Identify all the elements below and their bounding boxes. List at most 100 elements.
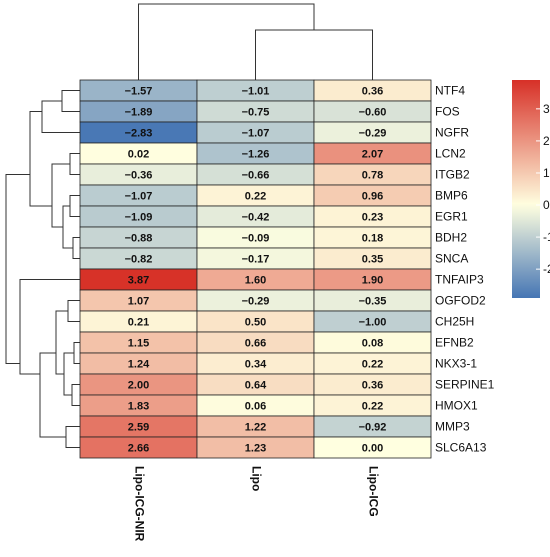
row-label: EFNB2: [435, 336, 474, 350]
row-dendrogram-branch: [67, 300, 80, 322]
cell-value-label: −0.36: [125, 170, 153, 182]
cell-value-label: −1.57: [125, 86, 153, 98]
cell-value-label: −1.07: [242, 128, 270, 140]
row-dendrogram-branch: [29, 111, 52, 207]
cell-value-label: 2.00: [128, 380, 149, 392]
cell-value-label: −2.83: [125, 128, 153, 140]
cell-value-label: 3.87: [128, 275, 149, 287]
cell-value-label: −0.29: [359, 128, 387, 140]
cell-value-label: 0.08: [362, 338, 383, 350]
row-dendrogram-branch: [5, 174, 30, 364]
cell-value-label: 0.36: [362, 86, 383, 98]
cell-value-label: −0.09: [242, 233, 270, 245]
row-label: FOS: [435, 105, 460, 119]
cell-value-label: 2.59: [128, 422, 149, 434]
column-label: Lipo-ICG-NIR: [132, 466, 146, 542]
column-dendrogram: [138, 3, 373, 80]
cell-value-label: −0.88: [125, 233, 153, 245]
cell-value-label: 0.22: [362, 401, 383, 413]
row-label: SNCA: [435, 252, 468, 266]
cell-value-label: 1.23: [245, 443, 266, 455]
row-dendrogram: [5, 90, 80, 448]
cell-value-label: 1.15: [128, 338, 149, 350]
column-label: Lipo: [249, 466, 263, 491]
cell-value-label: 0.21: [128, 317, 149, 329]
cell-value-label: 2.66: [128, 443, 149, 455]
cell-value-label: −0.17: [242, 254, 270, 266]
row-dendrogram-branch: [62, 205, 73, 249]
column-labels: Lipo-ICG-NIR Lipo Lipo-ICG: [132, 466, 380, 542]
cell-value-label: 1.60: [245, 275, 266, 287]
column-dendrogram-branch: [138, 3, 315, 80]
cell-value-label: −0.92: [359, 422, 387, 434]
row-label: EGR1: [435, 210, 468, 224]
row-dendrogram-branch: [72, 237, 80, 259]
cell-value-label: 0.06: [245, 401, 266, 413]
row-dendrogram-branch: [41, 100, 80, 133]
cell-value-label: 0.18: [362, 233, 383, 245]
cell-value-label: 1.83: [128, 401, 149, 413]
cell-value-label: −0.35: [359, 296, 387, 308]
row-dendrogram-branch: [55, 310, 68, 375]
row-dendrogram-branch: [61, 90, 80, 112]
row-dendrogram-branch: [65, 426, 80, 448]
row-dendrogram-branch: [69, 195, 80, 217]
cell-value-label: −1.09: [125, 212, 153, 224]
cell-value-label: 0.36: [362, 380, 383, 392]
cell-value-label: −0.82: [125, 254, 153, 266]
row-label: SERPINE1: [435, 378, 495, 392]
row-dendrogram-branch: [69, 153, 80, 175]
cell-value-label: −1.01: [242, 86, 270, 98]
row-label: NGFR: [435, 126, 469, 140]
cell-value-label: −1.26: [242, 149, 270, 161]
cell-value-label: −0.42: [242, 212, 270, 224]
cell-value-label: −1.89: [125, 107, 153, 119]
legend-tick-label: 3: [543, 102, 550, 116]
row-label: BDH2: [435, 231, 467, 245]
color-legend: 3 2 1 0 -1 -2: [512, 80, 550, 298]
cell-value-label: 0.78: [362, 170, 383, 182]
legend-tick-label: 0: [543, 198, 550, 212]
cell-value-label: 0.22: [362, 359, 383, 371]
legend-tick-label: 1: [543, 166, 550, 180]
cell-value-label: 0.23: [362, 212, 383, 224]
color-scale-bar: [512, 80, 540, 298]
cell-value-label: 1.07: [128, 296, 149, 308]
legend-tick-label: -1: [543, 230, 550, 244]
cell-value-label: −0.60: [359, 107, 387, 119]
cell-value-label: 1.90: [362, 275, 383, 287]
cell-value-label: 0.34: [245, 359, 267, 371]
cell-value-label: 0.96: [362, 191, 383, 203]
cell-value-label: 0.66: [245, 338, 266, 350]
heatmap-cells: −1.57 −1.01 0.36 −1.89 −0.75 −0.60 −2.83 −1.07 −…: [79, 79, 432, 459]
row-label: NKX3-1: [435, 357, 477, 371]
legend-tick-label: 2: [543, 134, 550, 148]
cell-value-label: 0.50: [245, 317, 266, 329]
cell-value-label: −1.00: [359, 317, 387, 329]
row-dendrogram-branch: [51, 163, 70, 228]
row-label: BMP6: [435, 189, 468, 203]
cell-value-label: 0.64: [245, 380, 267, 392]
cell-value-label: 0.00: [362, 443, 383, 455]
row-label: LCN2: [435, 147, 466, 161]
row-label: CH25H: [435, 315, 474, 329]
cell-value-label: 2.07: [362, 149, 383, 161]
row-labels: NTF4 FOS NGFR LCN2 ITGB2 BMP6 EGR1 BDH2 SNCA TNFA…: [435, 84, 495, 455]
row-label: SLC6A13: [435, 441, 487, 455]
row-dendrogram-branch: [39, 352, 66, 438]
column-dendrogram-branch: [255, 29, 373, 80]
row-label: ITGB2: [435, 168, 470, 182]
row-label: TNFAIP3: [435, 273, 484, 287]
row-label: MMP3: [435, 420, 470, 434]
cell-value-label: 1.24: [128, 359, 150, 371]
row-label: HMOX1: [435, 399, 478, 413]
heatmap-cell: [313, 436, 432, 459]
cell-value-label: −1.07: [125, 191, 153, 203]
row-label: OGFOD2: [435, 294, 486, 308]
row-dendrogram-branch: [73, 342, 80, 364]
cell-value-label: 1.22: [245, 422, 266, 434]
cell-value-label: −0.29: [242, 296, 270, 308]
cell-value-label: −0.75: [242, 107, 270, 119]
cell-value-label: 0.35: [362, 254, 383, 266]
